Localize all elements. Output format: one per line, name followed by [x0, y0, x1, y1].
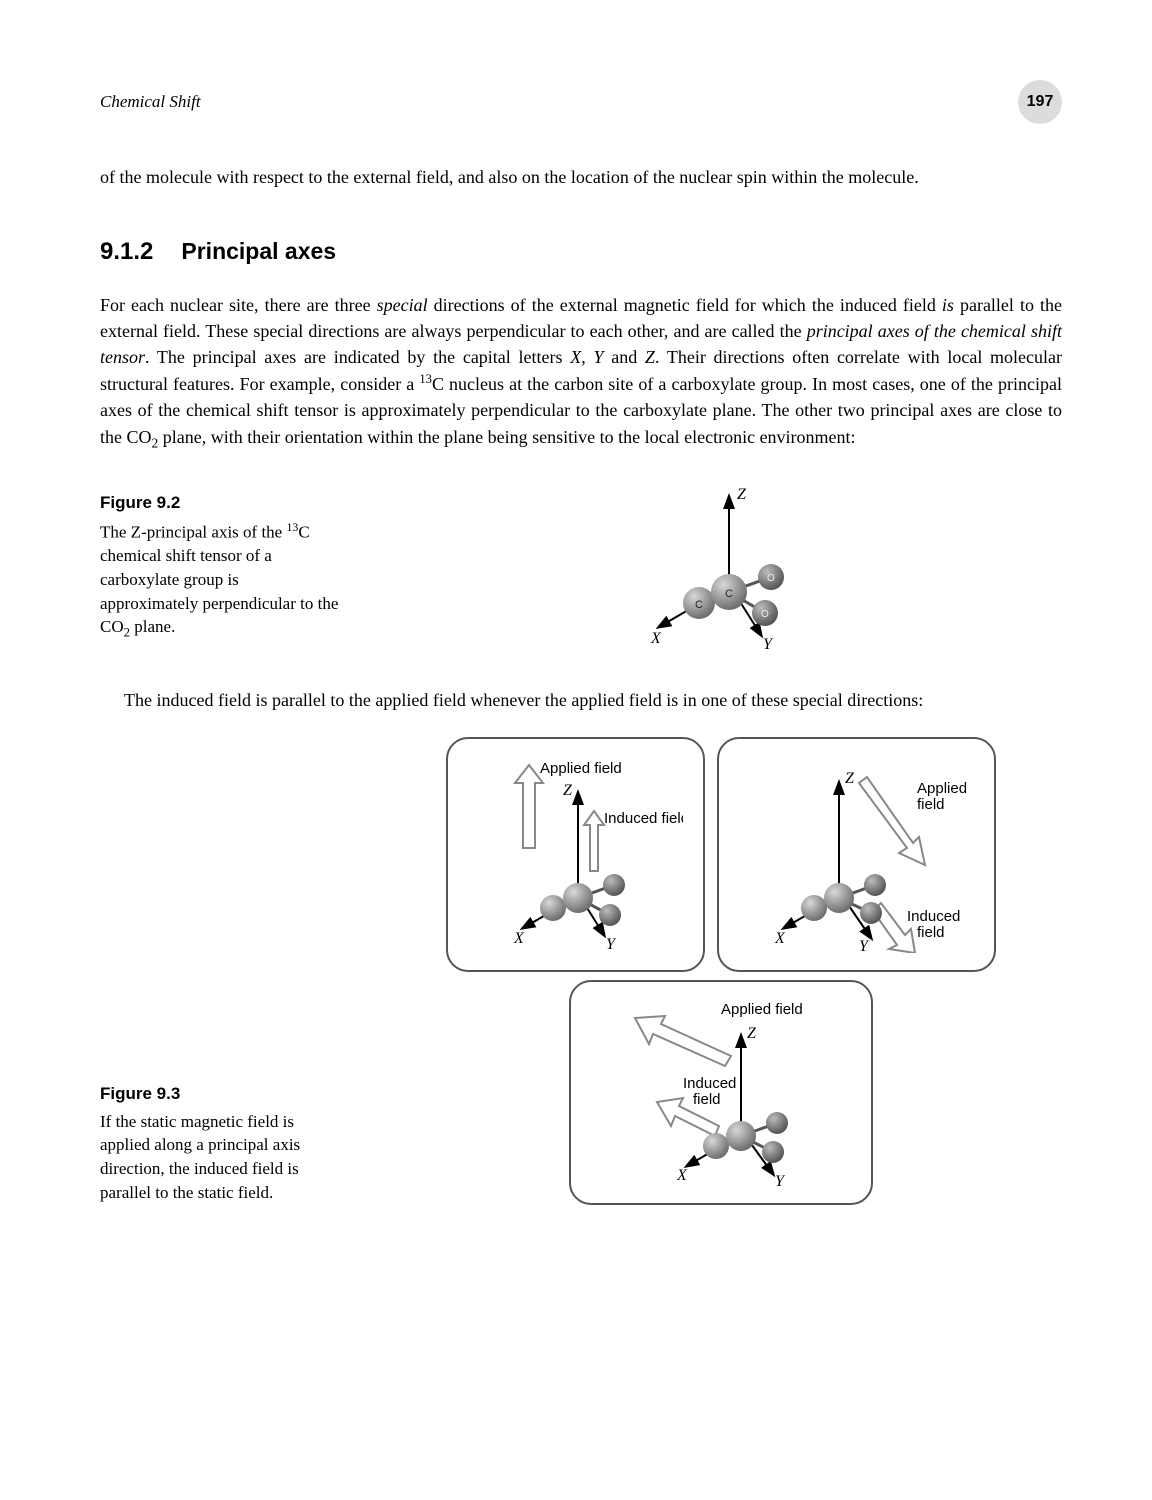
svg-text:Z: Z — [747, 1025, 757, 1042]
svg-text:O: O — [761, 609, 769, 620]
svg-text:Z: Z — [845, 770, 855, 787]
page-number: 197 — [1018, 80, 1062, 124]
figure-9-3-panel-x: Applied field Z Induced field X — [569, 980, 873, 1205]
svg-text:Induced field: Induced field — [604, 810, 683, 827]
section-number: 9.1.2 — [100, 238, 153, 266]
svg-text:Applied field: Applied field — [540, 760, 622, 777]
section-heading: 9.1.2 Principal axes — [100, 238, 1062, 266]
figure-9-2-art: Z X Y C C O O — [380, 477, 1062, 657]
svg-text:Y: Y — [859, 938, 870, 953]
figure-9-3-panel-y: Z Applied field X Y — [717, 737, 996, 972]
svg-text:X: X — [774, 930, 786, 947]
figure-9-2-label: Figure 9.2 — [100, 491, 340, 515]
intro-paragraph: of the molecule with respect to the exte… — [100, 164, 1062, 190]
svg-text:X: X — [676, 1167, 688, 1184]
svg-text:Y: Y — [775, 1173, 786, 1186]
svg-text:Applied field: Applied field — [721, 1001, 803, 1018]
figure-9-2: Figure 9.2 The Z-principal axis of the 1… — [100, 477, 1062, 657]
svg-text:Z: Z — [737, 486, 747, 503]
svg-text:field: field — [693, 1091, 721, 1108]
svg-text:Induced: Induced — [907, 908, 960, 925]
svg-text:C: C — [725, 588, 733, 600]
svg-text:field: field — [917, 796, 945, 813]
svg-text:O: O — [767, 573, 775, 584]
body-paragraph-2: The induced field is parallel to the app… — [100, 687, 1062, 713]
svg-text:Y: Y — [606, 936, 617, 953]
page-header: Chemical Shift 197 — [100, 80, 1062, 124]
figure-9-3: Figure 9.3 If the static magnetic field … — [100, 737, 1062, 1205]
figure-9-3-art: Applied field Z Induced field X Y — [380, 737, 1062, 1205]
running-head: Chemical Shift — [100, 92, 201, 112]
figure-9-2-caption: Figure 9.2 The Z-principal axis of the 1… — [100, 491, 340, 643]
figure-9-3-panel-z: Applied field Z Induced field X Y — [446, 737, 705, 972]
svg-text:Y: Y — [763, 636, 774, 653]
section-title: Principal axes — [181, 238, 336, 265]
svg-text:Z: Z — [563, 782, 573, 799]
figure-9-3-label: Figure 9.3 — [100, 1082, 340, 1106]
body-paragraph-1: For each nuclear site, there are three s… — [100, 292, 1062, 453]
page: Chemical Shift 197 of the molecule with … — [0, 0, 1152, 1295]
svg-text:Applied: Applied — [917, 780, 967, 797]
svg-text:Induced: Induced — [683, 1075, 736, 1092]
svg-text:C: C — [695, 599, 703, 611]
svg-text:field: field — [917, 924, 945, 941]
molecule-axes-diagram: Z X Y C C O O — [611, 477, 831, 657]
svg-text:X: X — [650, 630, 662, 647]
figure-9-3-caption: Figure 9.3 If the static magnetic field … — [100, 1082, 340, 1205]
svg-text:X: X — [513, 930, 525, 947]
